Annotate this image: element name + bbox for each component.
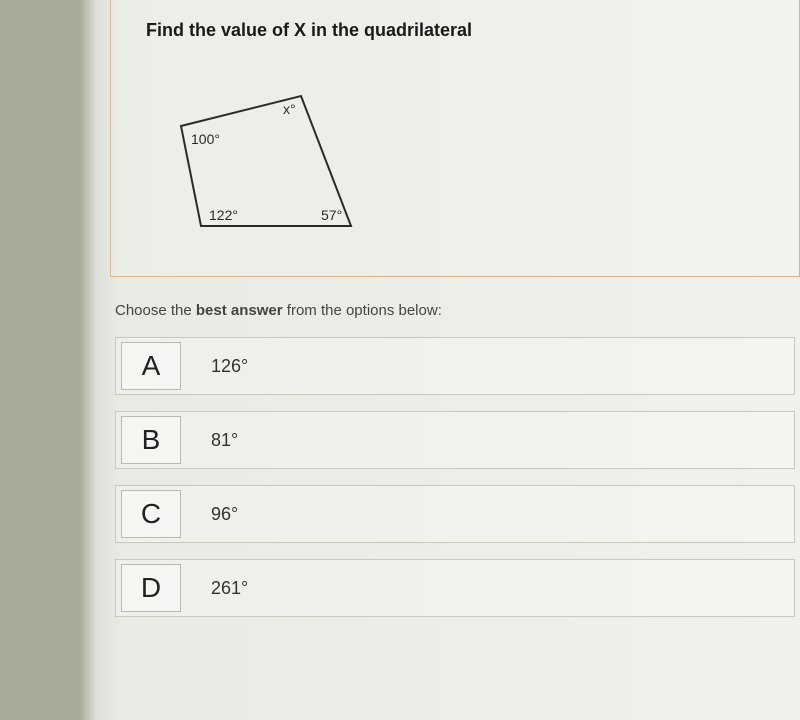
instruction-post: from the options below:	[283, 302, 442, 319]
option-value: 126°	[211, 356, 248, 377]
option-c[interactable]: C 96°	[115, 485, 795, 543]
option-d[interactable]: D 261°	[115, 559, 795, 617]
option-letter: B	[121, 416, 181, 464]
svg-text:57°: 57°	[321, 207, 342, 223]
option-letter: A	[121, 342, 181, 390]
svg-text:100°: 100°	[191, 131, 220, 147]
instruction-pre: Choose the	[115, 302, 196, 319]
quadrilateral-diagram: 100° x° 57° 122°	[146, 71, 376, 246]
svg-text:x°: x°	[283, 101, 296, 117]
angle-labels: 100° x° 57° 122°	[191, 101, 342, 223]
question-box: Find the value of X in the quadrilateral…	[110, 0, 800, 277]
option-letter: D	[121, 564, 181, 612]
option-a[interactable]: A 126°	[115, 337, 795, 395]
question-prompt: Find the value of X in the quadrilateral	[146, 20, 774, 41]
option-value: 81°	[211, 430, 238, 451]
option-value: 96°	[211, 504, 238, 525]
option-letter: C	[121, 490, 181, 538]
options-list: A 126° B 81° C 96° D 261°	[110, 337, 800, 617]
option-b[interactable]: B 81°	[115, 411, 795, 469]
svg-text:122°: 122°	[209, 207, 238, 223]
instruction-bold: best answer	[196, 302, 283, 319]
option-value: 261°	[211, 578, 248, 599]
instruction-text: Choose the best answer from the options …	[115, 302, 800, 319]
diagram-svg: 100° x° 57° 122°	[146, 71, 376, 246]
content-area: Find the value of X in the quadrilateral…	[110, 0, 800, 720]
